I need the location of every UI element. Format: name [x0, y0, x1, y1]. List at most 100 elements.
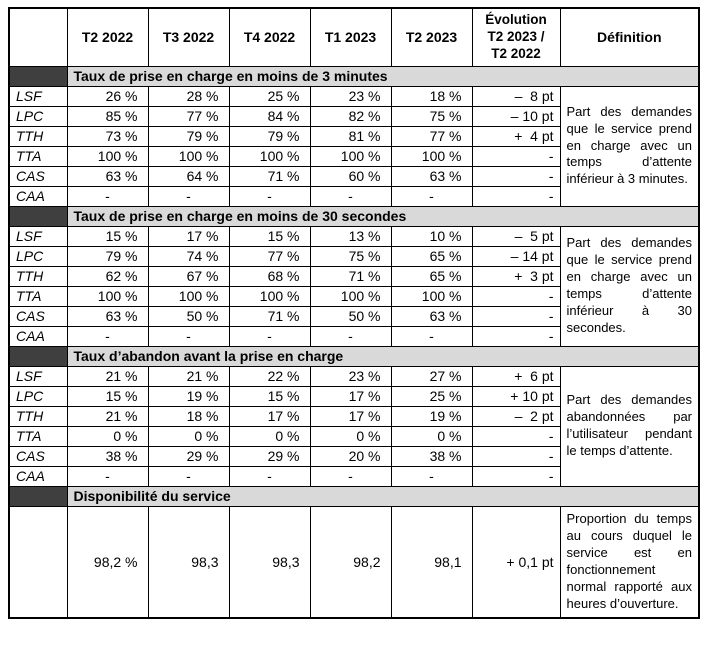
- value-cell: 50 %: [309, 305, 392, 327]
- value-cell: 100 %: [228, 145, 311, 167]
- value-cell: 100 %: [147, 145, 230, 167]
- value-cell: 71 %: [309, 265, 392, 287]
- value-cell: 98,1: [390, 505, 473, 619]
- availability-row: 98,2 % 98,3 98,3 98,2 98,1 + 0,1 pt Proportion…: [8, 505, 700, 619]
- value-cell: 29 %: [228, 445, 311, 467]
- evolution-cell: -: [471, 305, 561, 327]
- row-label: TTH: [8, 265, 68, 287]
- section-title: Taux de prise en charge en moins de 30 s…: [66, 205, 700, 227]
- value-cell: -: [309, 185, 392, 207]
- value-cell: 82 %: [309, 105, 392, 127]
- value-cell: 17 %: [309, 385, 392, 407]
- value-cell: 71 %: [228, 165, 311, 187]
- value-cell: 10 %: [390, 225, 473, 247]
- row-label: CAA: [8, 185, 68, 207]
- value-cell: 25 %: [228, 85, 311, 107]
- value-cell: 26 %: [66, 85, 149, 107]
- evolution-cell: -: [471, 285, 561, 307]
- value-cell: 60 %: [309, 165, 392, 187]
- evolution-cell: – 2 pt: [471, 405, 561, 427]
- row-label: CAA: [8, 465, 68, 487]
- definition-cell: Part des demandes abandonnées par l’util…: [559, 365, 700, 487]
- evolution-cell: – 5 pt: [471, 225, 561, 247]
- value-cell: 17 %: [147, 225, 230, 247]
- value-cell: 84 %: [228, 105, 311, 127]
- value-cell: 19 %: [390, 405, 473, 427]
- evolution-cell: -: [471, 145, 561, 167]
- value-cell: 13 %: [309, 225, 392, 247]
- value-cell: 62 %: [66, 265, 149, 287]
- row-label: LSF: [8, 365, 68, 387]
- value-cell: -: [147, 465, 230, 487]
- col-header-definition: Définition: [559, 7, 700, 67]
- section-header-row: Taux de prise en charge en moins de 30 s…: [8, 205, 700, 227]
- value-cell: -: [309, 465, 392, 487]
- value-cell: 81 %: [309, 125, 392, 147]
- value-cell: 15 %: [66, 225, 149, 247]
- value-cell: 63 %: [66, 165, 149, 187]
- value-cell: -: [390, 465, 473, 487]
- header-row: T2 2022 T3 2022 T4 2022 T1 2023 T2 2023 …: [8, 7, 700, 67]
- evolution-cell: + 3 pt: [471, 265, 561, 287]
- corner-cell: [8, 7, 68, 67]
- value-cell: 21 %: [66, 365, 149, 387]
- row-label: TTH: [8, 125, 68, 147]
- table-body: Taux de prise en charge en moins de 3 mi…: [8, 65, 700, 619]
- row-label: CAS: [8, 445, 68, 467]
- value-cell: 20 %: [309, 445, 392, 467]
- value-cell: 25 %: [390, 385, 473, 407]
- evolution-cell: -: [471, 425, 561, 447]
- section-title: Taux d’abandon avant la prise en charge: [66, 345, 700, 367]
- value-cell: 0 %: [147, 425, 230, 447]
- section-corner-cell: [8, 345, 68, 367]
- evolution-cell: + 0,1 pt: [471, 505, 561, 619]
- value-cell: -: [66, 325, 149, 347]
- row-label: TTH: [8, 405, 68, 427]
- row-label: LSF: [8, 225, 68, 247]
- value-cell: 100 %: [309, 285, 392, 307]
- data-row: LPC 15 % 19 % 15 % 17 % 25 % + 10 pt: [8, 385, 699, 407]
- definition-cell: Proportion du temps au cours duquel le s…: [559, 505, 700, 619]
- value-cell: 63 %: [390, 305, 473, 327]
- value-cell: 23 %: [309, 365, 392, 387]
- data-row: LSF 21 % 21 % 22 % 23 % 27 % + 6 pt Part des de…: [8, 365, 700, 487]
- data-row: CAS 63 % 64 % 71 % 60 % 63 % -: [8, 165, 699, 187]
- value-cell: 98,3: [228, 505, 311, 619]
- value-cell: 100 %: [309, 145, 392, 167]
- value-cell: 0 %: [309, 425, 392, 447]
- value-cell: 68 %: [228, 265, 311, 287]
- value-cell: 15 %: [66, 385, 149, 407]
- value-cell: 18 %: [147, 405, 230, 427]
- value-cell: 15 %: [228, 225, 311, 247]
- row-label: CAA: [8, 325, 68, 347]
- value-cell: -: [66, 465, 149, 487]
- value-cell: 21 %: [147, 365, 230, 387]
- data-row: TTA 100 % 100 % 100 % 100 % 100 % -: [8, 145, 699, 167]
- col-header-t3-2022: T3 2022: [147, 7, 230, 67]
- value-cell: 17 %: [309, 405, 392, 427]
- value-cell: -: [228, 185, 311, 207]
- value-cell: 85 %: [66, 105, 149, 127]
- value-cell: 73 %: [66, 125, 149, 147]
- value-cell: 98,2: [309, 505, 392, 619]
- value-cell: 50 %: [147, 305, 230, 327]
- evolution-cell: -: [471, 465, 561, 487]
- section-corner-cell: [8, 485, 68, 507]
- value-cell: 0 %: [66, 425, 149, 447]
- value-cell: 100 %: [390, 285, 473, 307]
- col-header-t4-2022: T4 2022: [228, 7, 311, 67]
- evolution-cell: -: [471, 325, 561, 347]
- value-cell: 27 %: [390, 365, 473, 387]
- value-cell: 29 %: [147, 445, 230, 467]
- value-cell: 71 %: [228, 305, 311, 327]
- value-cell: 23 %: [309, 85, 392, 107]
- row-label: TTA: [8, 145, 68, 167]
- evolution-cell: + 6 pt: [471, 365, 561, 387]
- value-cell: 18 %: [390, 85, 473, 107]
- value-cell: 100 %: [66, 145, 149, 167]
- value-cell: 0 %: [390, 425, 473, 447]
- value-cell: 74 %: [147, 245, 230, 267]
- evolution-cell: -: [471, 445, 561, 467]
- value-cell: 75 %: [309, 245, 392, 267]
